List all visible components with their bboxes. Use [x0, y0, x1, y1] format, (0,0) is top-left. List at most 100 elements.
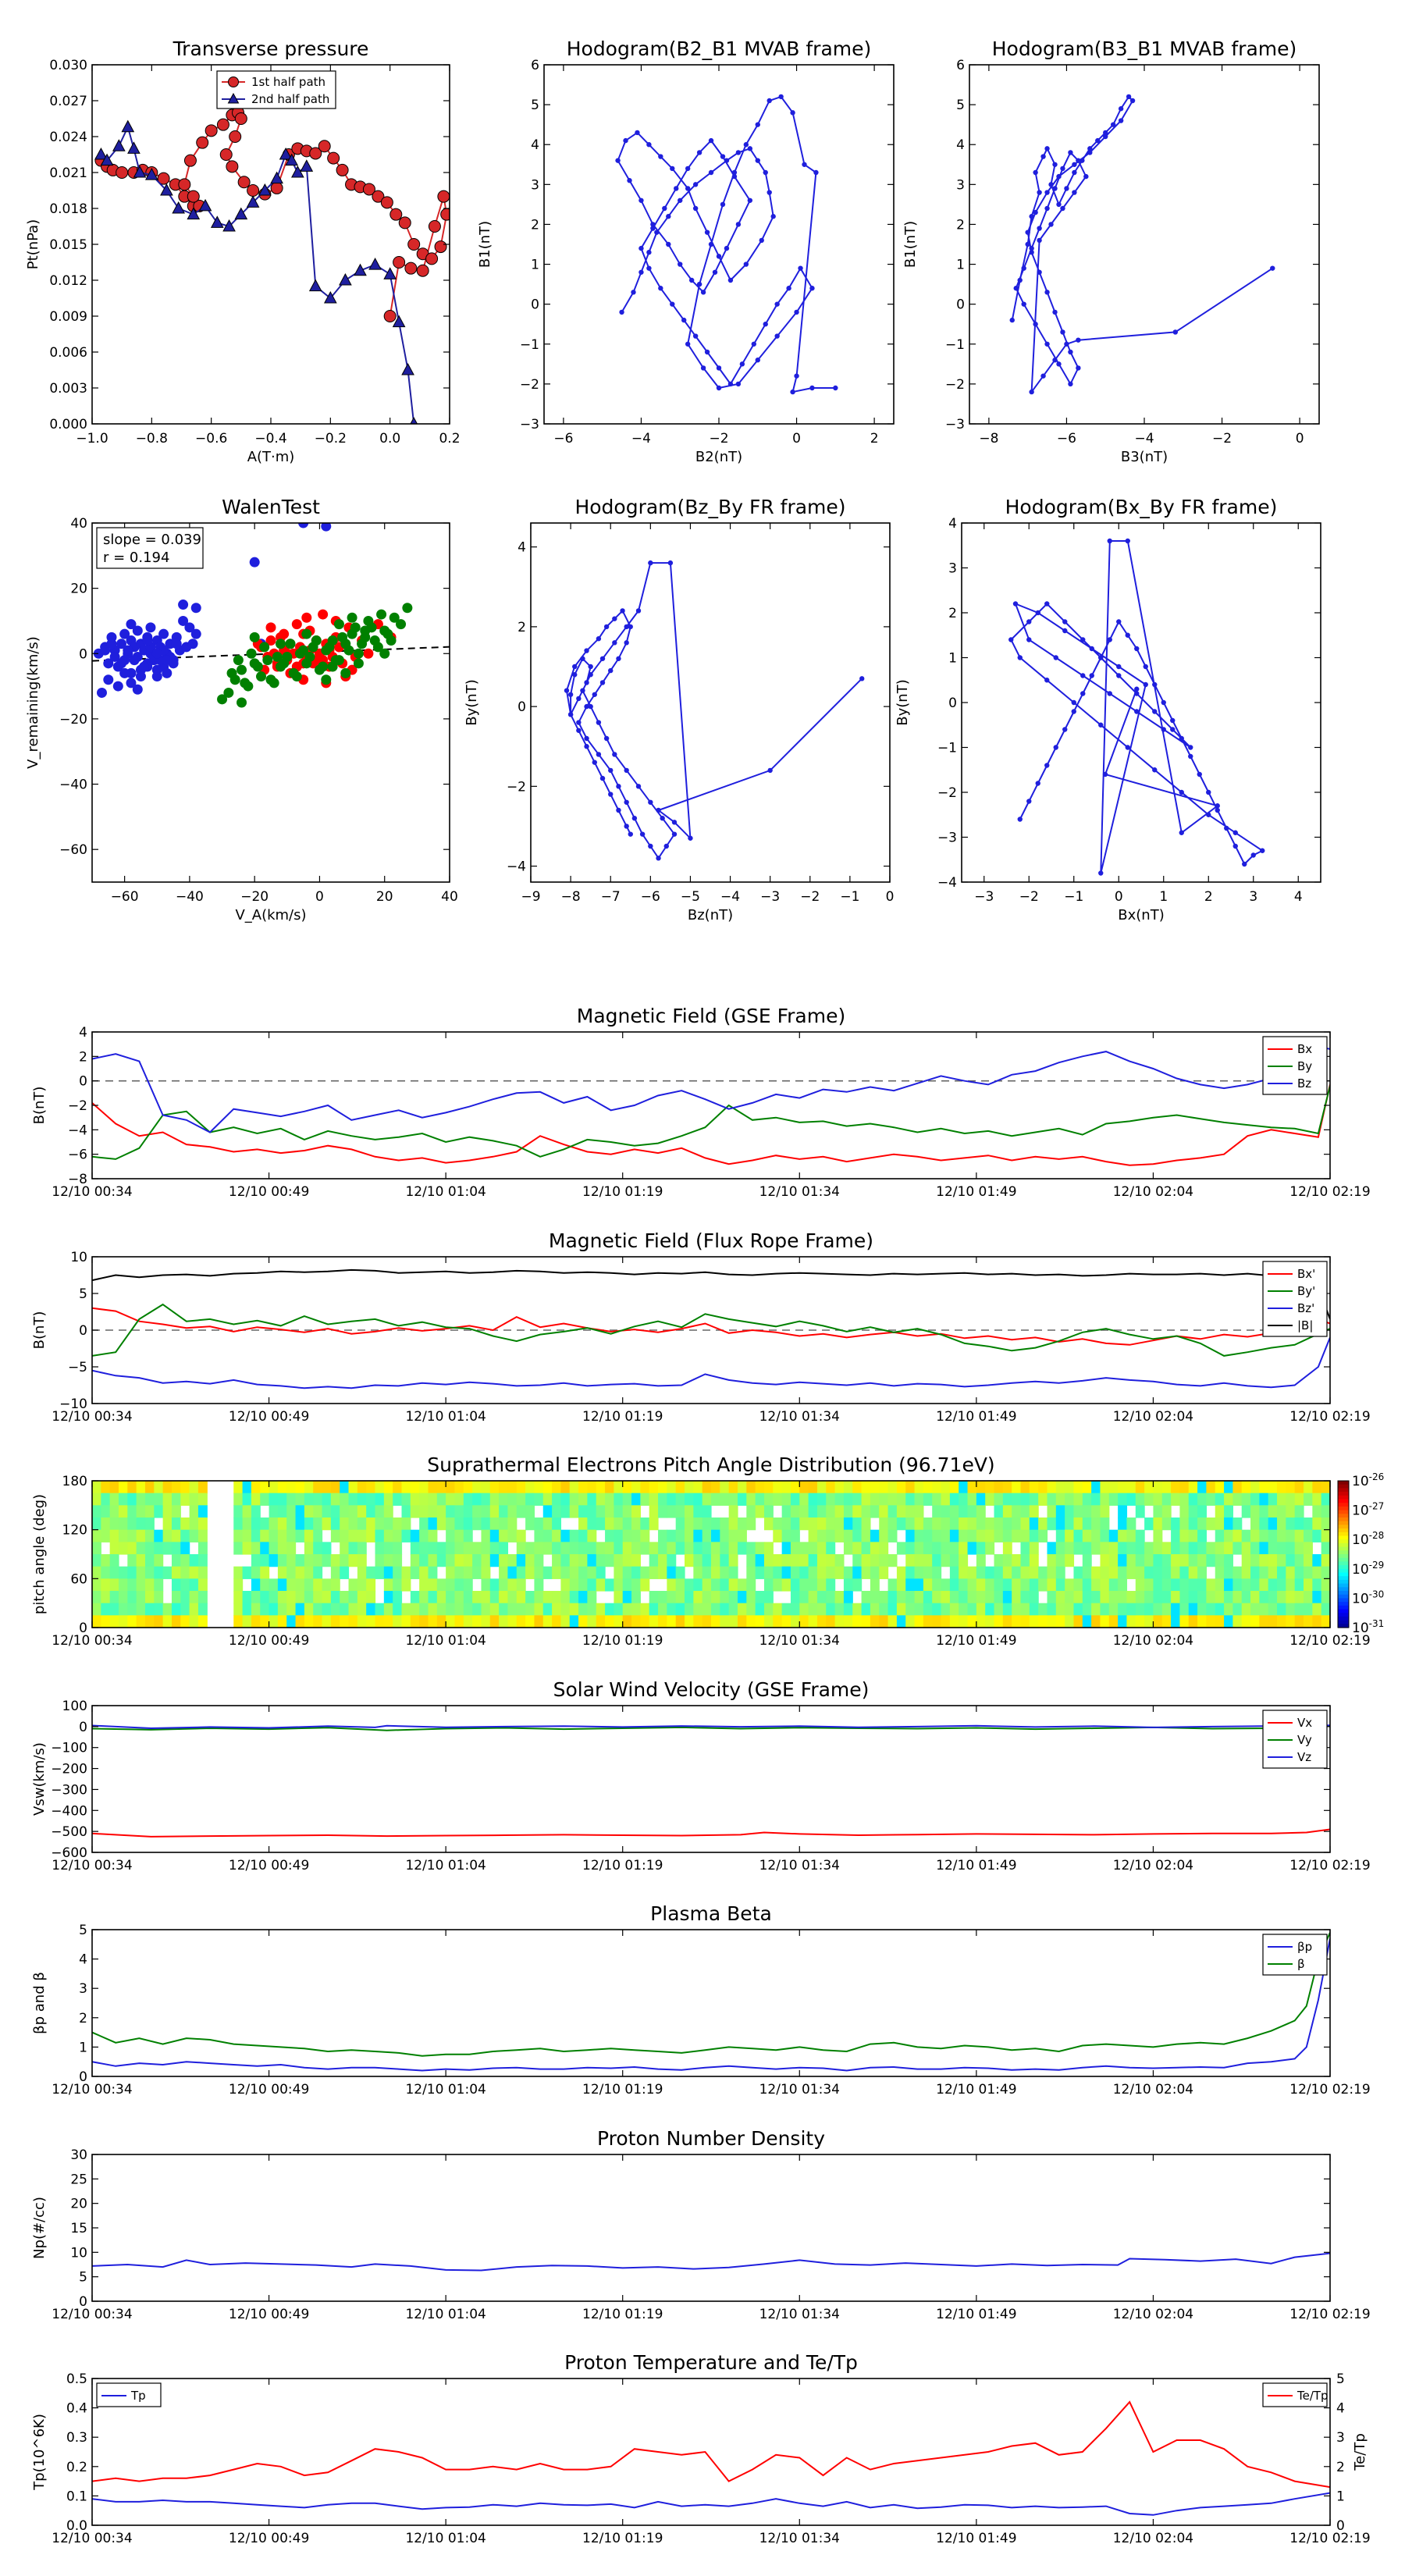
heatmap-cell	[852, 1481, 863, 1494]
data-point	[1206, 812, 1211, 817]
heatmap-cell	[587, 1529, 597, 1542]
heatmap-cell	[366, 1615, 376, 1628]
data-point	[178, 615, 189, 626]
heatmap-cell	[1250, 1603, 1260, 1616]
heatmap-cell	[1259, 1517, 1269, 1531]
heatmap-cell	[711, 1578, 720, 1592]
y-tick-label: 0.3	[66, 2430, 87, 2446]
series-line-2	[92, 1045, 1330, 1133]
heatmap-cell	[808, 1578, 818, 1592]
heatmap-cell	[499, 1554, 509, 1567]
heatmap-cell	[578, 1578, 588, 1592]
x-tick-label: 12/10 01:49	[936, 2307, 1016, 2322]
heatmap-cell	[1250, 1481, 1260, 1494]
x-tick-label: −6	[641, 889, 660, 905]
y-tick-label: 0.012	[49, 273, 87, 289]
panel-proton-density: Proton Number Density Np(#/cc) 12/10 00:…	[31, 2127, 1371, 2322]
data-point	[624, 767, 629, 774]
heatmap-cell	[1312, 1578, 1322, 1592]
heatmap-cell	[446, 1615, 456, 1628]
heatmap-cell	[587, 1603, 597, 1616]
panel-transverse-pressure: Transverse pressure A(T·m) Pt(nPa) −1.0−…	[25, 37, 461, 465]
heatmap-cell	[1047, 1505, 1057, 1518]
heatmap-cell	[1161, 1481, 1172, 1494]
data-point	[696, 150, 702, 155]
heatmap-cell	[879, 1505, 889, 1518]
x-tick-label: −8	[561, 889, 581, 905]
heatmap-cell	[1286, 1529, 1296, 1542]
heatmap-cell	[879, 1615, 889, 1628]
heatmap-cell	[144, 1566, 155, 1579]
heatmap-cell	[994, 1578, 1004, 1592]
heatmap-cell	[667, 1591, 677, 1604]
heatmap-cell	[1232, 1603, 1243, 1616]
heatmap-cell	[383, 1529, 393, 1542]
heatmap-cell	[631, 1554, 641, 1567]
heatmap-cell	[816, 1529, 827, 1542]
heatmap-cell	[649, 1505, 659, 1518]
heatmap-cell	[640, 1493, 650, 1506]
data-point	[187, 190, 200, 203]
heatmap-cell	[1294, 1542, 1304, 1555]
heatmap-cell	[1153, 1603, 1163, 1616]
data-point	[1060, 205, 1065, 212]
heatmap-cell	[949, 1529, 959, 1542]
data-point	[1076, 365, 1081, 371]
heatmap-cell	[799, 1517, 809, 1531]
heatmap-cell	[304, 1517, 314, 1531]
heatmap-cell	[1206, 1542, 1216, 1555]
heatmap-cell	[763, 1505, 774, 1518]
heatmap-cell	[92, 1529, 101, 1542]
data-point	[596, 752, 602, 757]
heatmap-cell	[1153, 1481, 1163, 1494]
heatmap-cell	[1055, 1481, 1065, 1494]
data-point	[631, 816, 638, 821]
colorbar-segment	[1338, 1561, 1349, 1566]
heatmap-cell	[799, 1566, 809, 1579]
heatmap-cell	[330, 1591, 340, 1604]
heatmap-cell	[896, 1566, 906, 1579]
heatmap-cell	[914, 1517, 924, 1531]
data-point	[1053, 745, 1058, 750]
data-point	[724, 245, 730, 251]
y-tick-label: −4	[507, 859, 526, 875]
heatmap-cell	[622, 1591, 632, 1604]
heatmap-cell	[799, 1554, 809, 1567]
heatmap-cell	[136, 1542, 146, 1555]
heatmap-cell	[525, 1481, 535, 1494]
series-line-1	[92, 1725, 1330, 1731]
heatmap-cell	[330, 1529, 340, 1542]
heatmap-cell	[251, 1542, 261, 1555]
y-tick-label: 1	[531, 258, 539, 273]
heatmap-cell	[1029, 1505, 1039, 1518]
heatmap-cell	[1012, 1578, 1022, 1592]
heatmap-cell	[171, 1566, 181, 1579]
heatmap-cell	[127, 1505, 137, 1518]
y-tick-label: −100	[51, 1741, 87, 1756]
heatmap-cell	[737, 1615, 747, 1628]
heatmap-cell	[1250, 1529, 1260, 1542]
heatmap-cell	[887, 1493, 898, 1506]
heatmap-cell	[1012, 1554, 1022, 1567]
heatmap-cell	[481, 1493, 491, 1506]
data-point	[724, 158, 730, 163]
data-point	[1072, 162, 1077, 167]
heatmap-cell	[879, 1542, 889, 1555]
x-tick-label: 12/10 01:34	[759, 2082, 840, 2097]
heatmap-cell	[1321, 1578, 1331, 1592]
y-tick-label: 0.018	[49, 201, 87, 217]
heatmap-cell	[1126, 1554, 1136, 1567]
heatmap-cell	[826, 1481, 836, 1494]
colorbar-tick-label: 10-31	[1352, 1618, 1384, 1636]
heatmap-cell	[313, 1603, 323, 1616]
heatmap-cell	[1091, 1505, 1101, 1518]
data-point	[1129, 98, 1136, 104]
data-point	[1012, 601, 1019, 607]
heatmap-cell	[861, 1542, 871, 1555]
x-tick-label: 12/10 02:04	[1113, 1858, 1193, 1873]
heatmap-cell	[799, 1615, 809, 1628]
heatmap-cell	[340, 1517, 350, 1531]
heatmap-cell	[127, 1481, 137, 1494]
heatmap-cell	[516, 1505, 526, 1518]
heatmap-cell	[932, 1542, 942, 1555]
